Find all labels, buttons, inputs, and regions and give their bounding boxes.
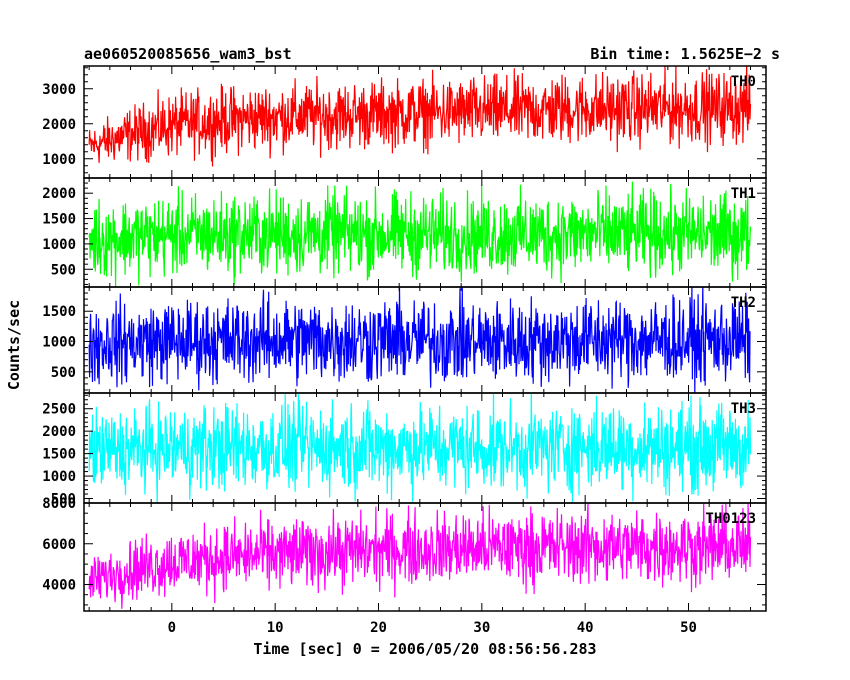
y-tick-label: 500 (51, 492, 76, 508)
series-label-th0123: TH0123 (705, 511, 756, 527)
x-tick-label: 20 (370, 620, 387, 636)
series-label-th1: TH1 (731, 186, 756, 202)
y-tick-label: 4000 (42, 578, 76, 594)
y-tick-label: 1500 (42, 212, 76, 228)
panel-frame (83, 502, 767, 612)
series-label-th3: TH3 (731, 401, 756, 417)
y-tick-label: 1500 (42, 447, 76, 463)
series-line-th2 (88, 287, 751, 393)
x-tick-label: 10 (267, 620, 284, 636)
series-label-th0: TH0 (731, 74, 756, 90)
panel-th0123: 4000 6000 8000 TH0123 (42, 496, 767, 612)
panel-th0: 1000 2000 3000 TH0 (42, 65, 767, 179)
y-tick-label: 1000 (42, 469, 76, 485)
x-tick-label: 30 (473, 620, 490, 636)
y-tick-label: 1000 (42, 335, 76, 351)
plot-title-right: Bin time: 1.5625E−2 s (590, 45, 780, 63)
panel-th1: 500 1000 1500 2000 TH1 (42, 177, 767, 288)
y-tick-label: 2000 (42, 186, 76, 202)
y-tick-label: 1000 (42, 237, 76, 253)
y-tick-label: 2000 (42, 117, 76, 133)
series-line-th0123 (88, 503, 752, 609)
y-tick-label: 500 (51, 365, 76, 381)
panel-th3: 500 1000 1500 2000 2500 TH3 (42, 392, 767, 508)
y-tick-label: 1000 (42, 152, 76, 168)
y-tick-label: 2500 (42, 402, 76, 418)
y-tick-label: 1500 (42, 304, 76, 320)
plot-title-left: ae060520085656_wam3_bst (84, 45, 292, 63)
y-tick-label: 6000 (42, 537, 76, 553)
x-axis-title: Time [sec] 0 = 2006/05/20 08:56:56.283 (253, 640, 596, 658)
series-line-th1 (88, 181, 752, 287)
y-tick-label: 500 (51, 262, 76, 278)
series-line-th0 (88, 66, 752, 167)
series-line-th3 (88, 393, 752, 503)
y-axis-title: Counts/sec (5, 300, 23, 390)
panel-th2: 500 1000 1500 TH2 (42, 286, 767, 394)
y-tick-label: 2000 (42, 424, 76, 440)
x-tick-label: 40 (577, 620, 594, 636)
x-tick-label: 50 (680, 620, 697, 636)
y-tick-label: 3000 (42, 82, 76, 98)
y-tick-label: 8000 (42, 496, 76, 512)
series-label-th2: TH2 (731, 295, 756, 311)
x-tick-label: 0 (168, 620, 176, 636)
